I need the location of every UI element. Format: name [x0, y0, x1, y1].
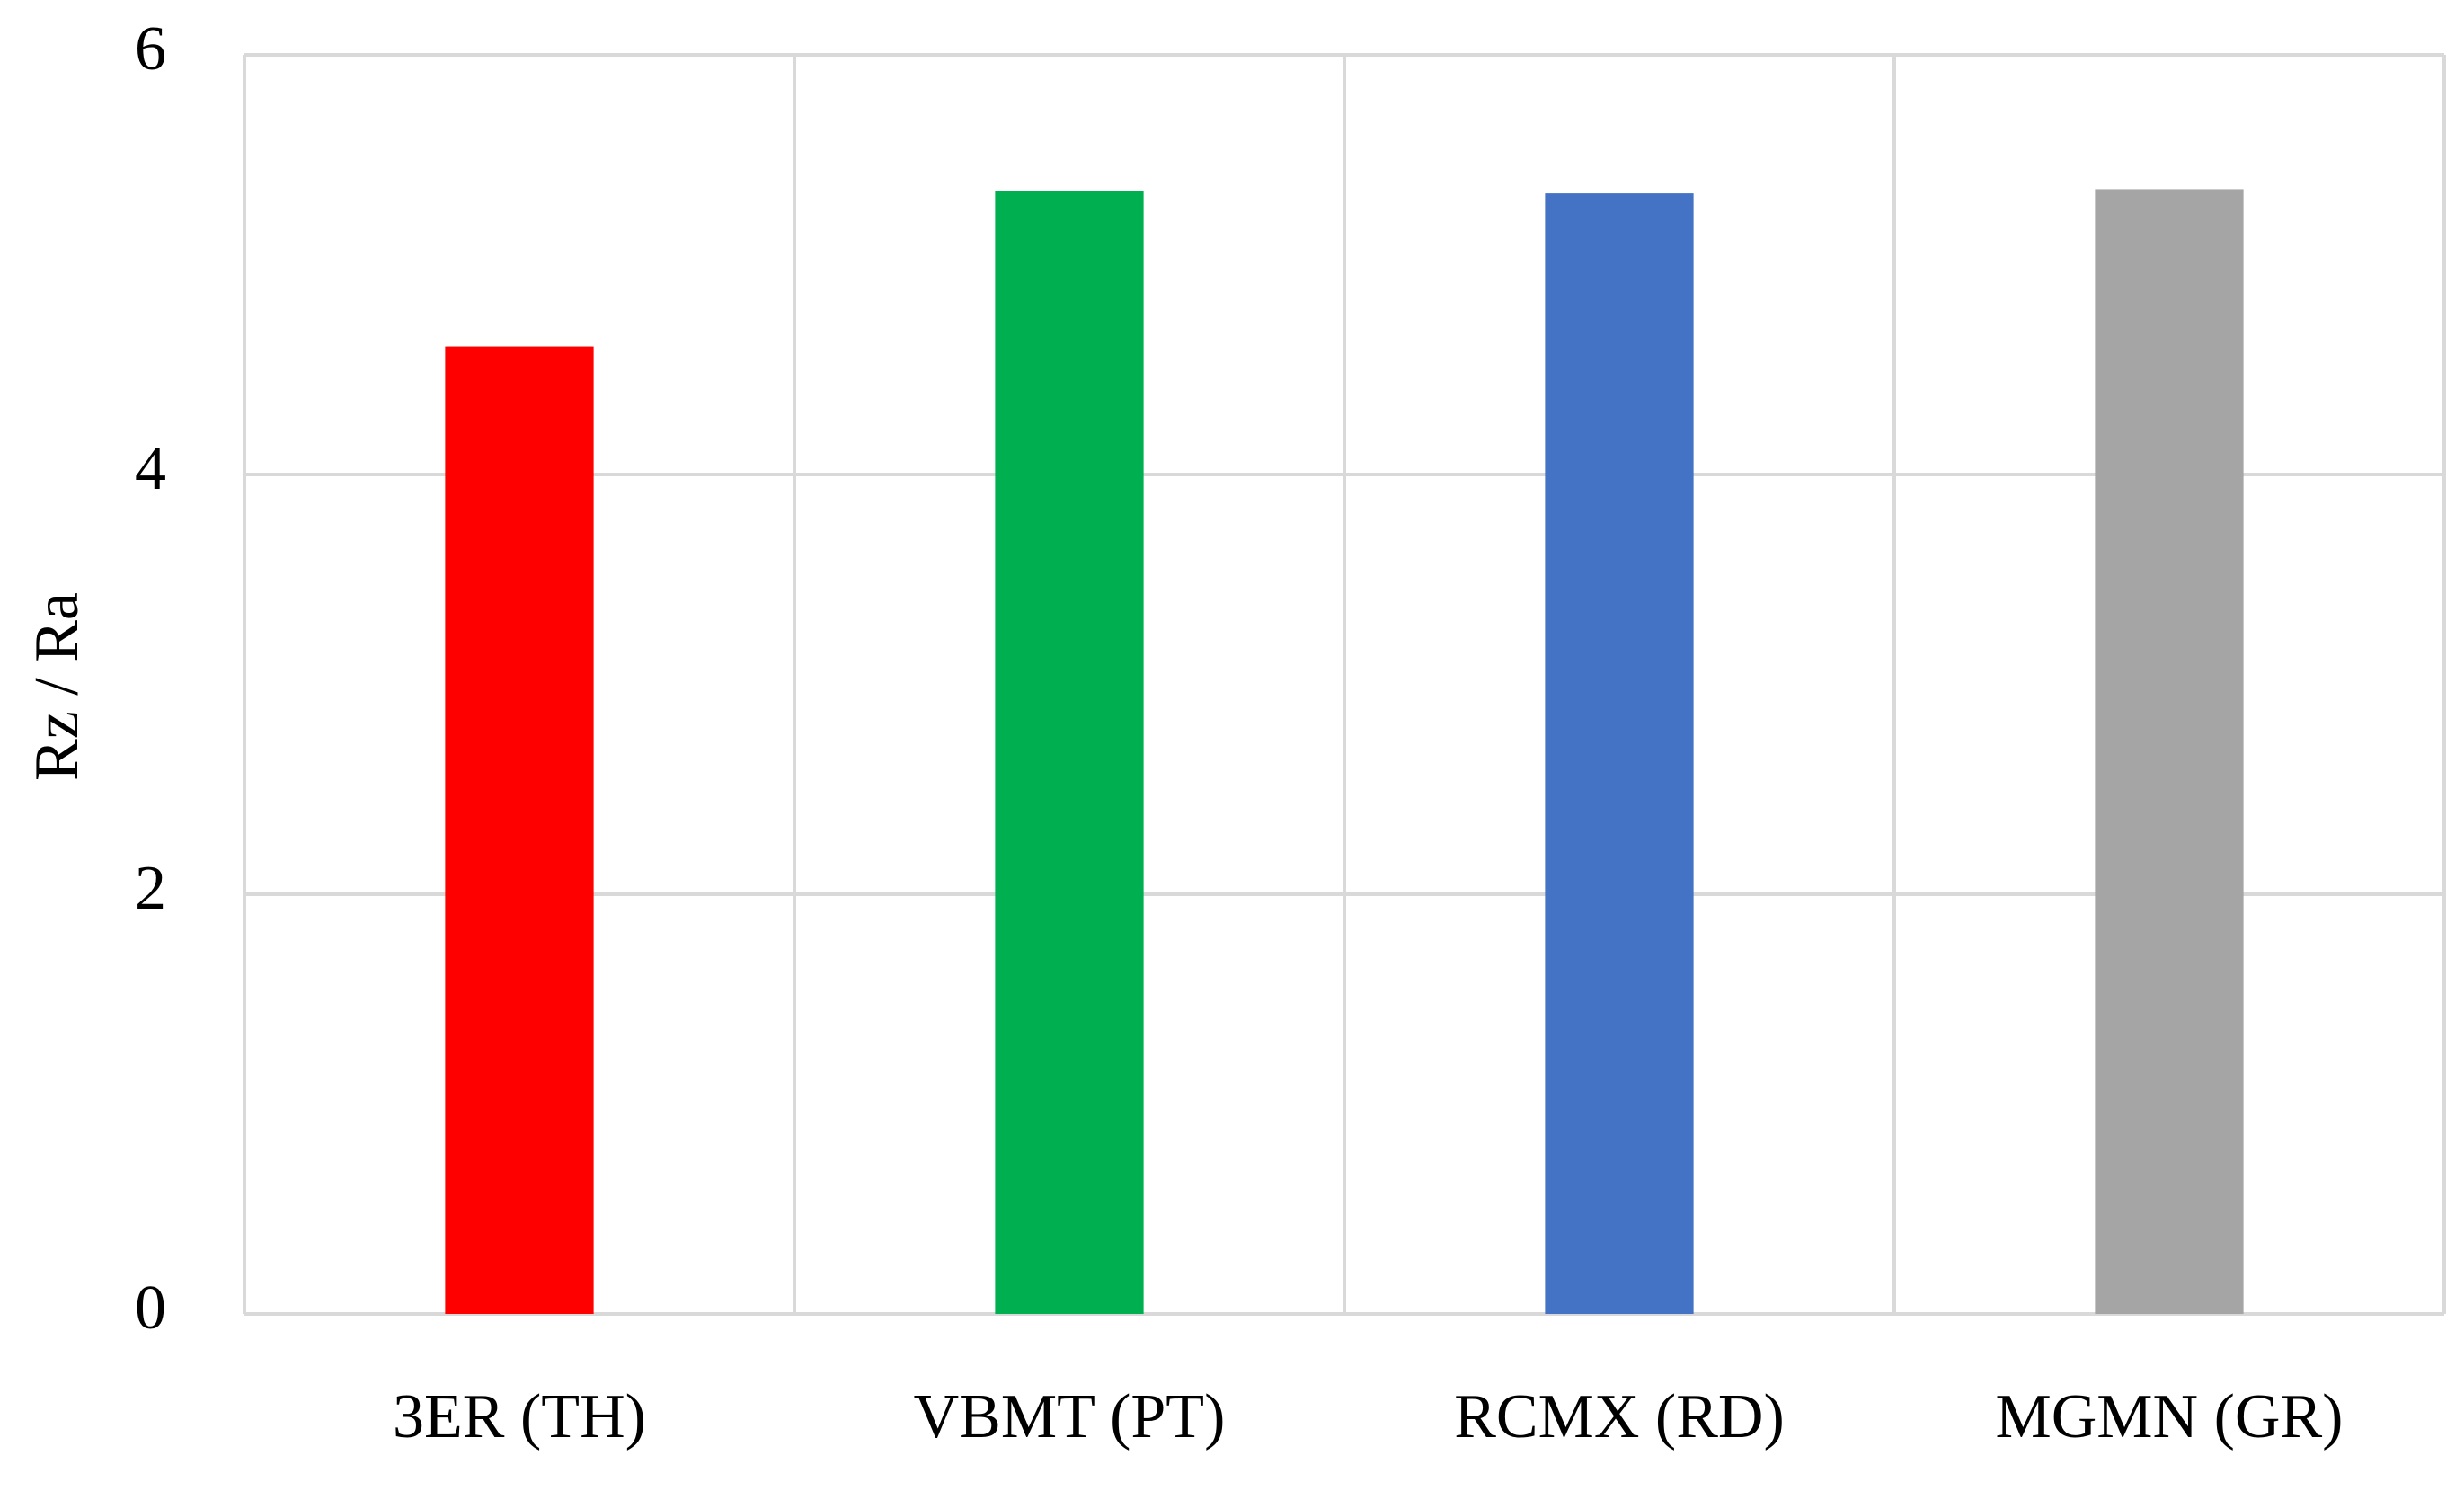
bar — [995, 191, 1144, 1314]
y-tick-label: 6 — [135, 14, 166, 84]
x-tick-label: VBMT (PT) — [914, 1382, 1226, 1451]
y-tick-label: 2 — [135, 854, 166, 923]
y-tick-label: 4 — [135, 434, 166, 503]
bar — [445, 346, 594, 1315]
bar — [1545, 193, 1694, 1315]
x-tick-label: 3ER (TH) — [393, 1382, 646, 1451]
y-tick-label: 0 — [135, 1274, 166, 1343]
bar — [2095, 189, 2244, 1315]
x-tick-label: RCMX (RD) — [1454, 1382, 1785, 1451]
y-axis-label: Rz / Ra — [22, 592, 92, 781]
x-tick-label: MGMN (GR) — [1996, 1382, 2344, 1451]
